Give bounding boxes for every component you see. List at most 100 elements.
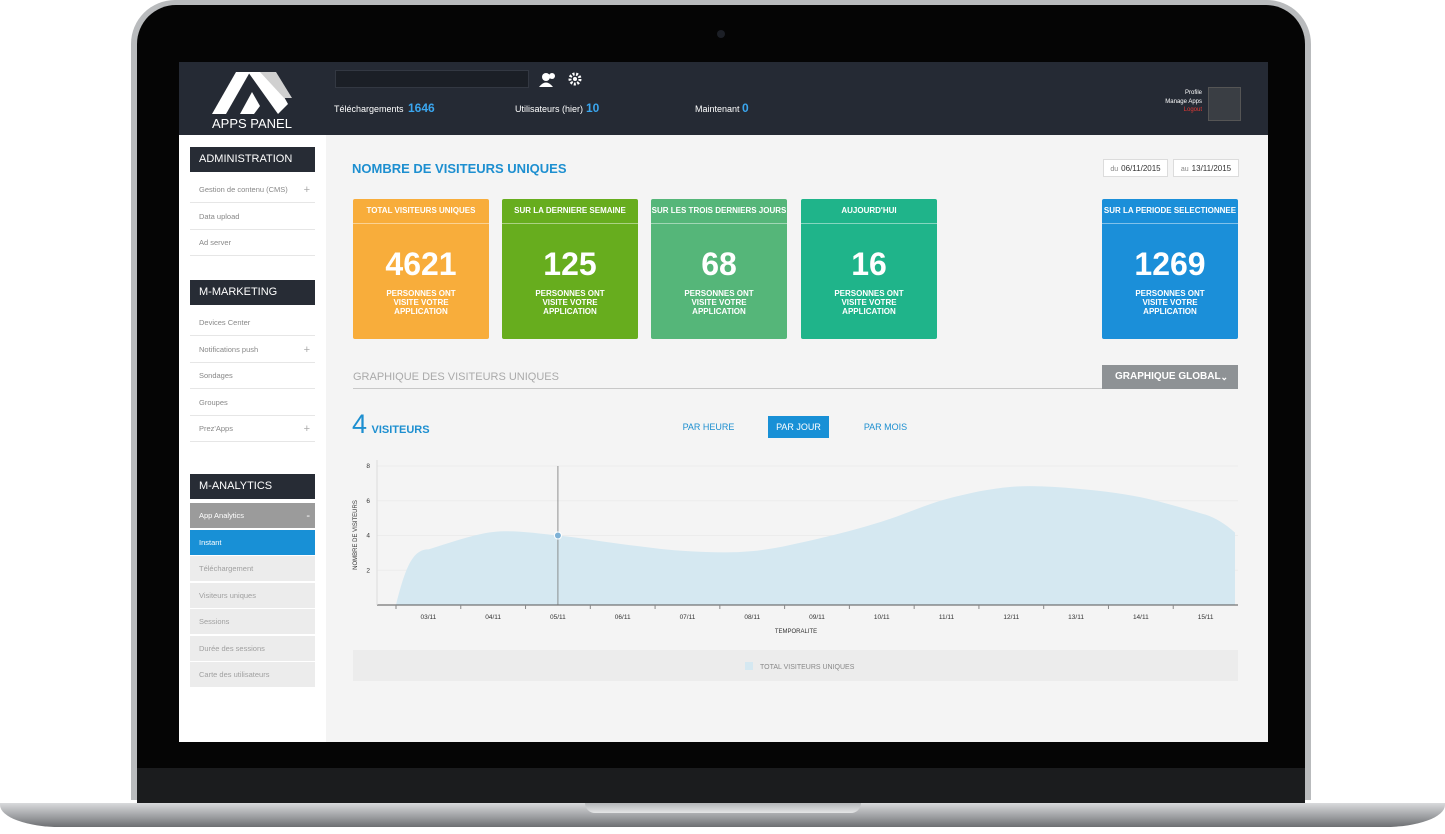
menu-item[interactable]: Visiteurs uniques (190, 582, 315, 609)
unit-label: VISITEURS (371, 424, 430, 436)
screen: APPS PANEL Téléchargements 1646 Utilisateu… (179, 62, 1268, 742)
menu-item[interactable]: Carte des utilisateurs (190, 662, 315, 688)
menu-item[interactable]: Groupes (190, 390, 315, 416)
menu-item[interactable]: Instant (190, 529, 315, 556)
menu-item[interactable]: Prez'Apps + (190, 416, 315, 442)
legend-swatch (745, 662, 753, 670)
menu-item-label: Gestion de contenu (CMS) (199, 185, 288, 194)
menu-item[interactable]: Sessions (190, 609, 315, 635)
stat-card: TOTAL VISITEURS UNIQUES 4621 PERSONNES ONT… (353, 199, 489, 339)
section-title: M-ANALYTICS (190, 474, 315, 499)
menu-item-label: Sessions (199, 617, 230, 626)
menu-item[interactable]: Sondages (190, 363, 315, 389)
card-value: 1269 (1134, 246, 1206, 282)
menu-item-label: Groupes (199, 397, 228, 407)
legend-label: TOTAL VISITEURS UNIQUES (760, 664, 855, 671)
stat-card: SUR LA DERNIERE SEMAINE 125 PERSONNES ONT … (502, 199, 638, 339)
menu-item-label: Téléchargement (199, 564, 254, 573)
menu-item-label: Notifications push (199, 344, 259, 354)
menu-item[interactable]: Devices Center (190, 310, 315, 336)
view-select[interactable]: GRAPHIQUE GLOBAL ⌄ (1102, 365, 1238, 389)
card-value: 68 (701, 246, 737, 282)
top-bar: APPS PANEL Téléchargements 1646 Utilisateu… (179, 62, 1268, 135)
card-caption: PERSONNES ONT VISITE VOTRE APPLICATION (684, 289, 754, 316)
x-tick-label: 15/11 (1198, 614, 1214, 621)
profile-link[interactable]: Manage Apps (1165, 98, 1202, 105)
menu-item[interactable]: Ad server (190, 230, 315, 256)
x-tick-label: 06/11 (615, 614, 631, 621)
date-from[interactable]: du 06/11/2015 (1103, 159, 1168, 177)
card-title: TOTAL VISITEURS UNIQUES (353, 199, 489, 224)
profile-link[interactable]: Logout (1183, 107, 1202, 113)
date: 13/11/2015 (1191, 164, 1232, 173)
header-icons (539, 72, 582, 87)
menu-item[interactable]: Durée des sessions (190, 635, 315, 662)
y-tick-label: 2 (366, 567, 370, 574)
card-caption: PERSONNES ONT VISITE VOTRE APPLICATION (1135, 289, 1205, 316)
menu-item-label: Devices Center (199, 318, 251, 327)
stat-label: Maintenant (695, 104, 740, 114)
date-to[interactable]: au 13/11/2015 (1173, 159, 1239, 177)
menu-item[interactable]: Téléchargement (190, 556, 315, 582)
stat-card: SUR LES TROIS DERNIERS JOURS 68 PERSONNES … (651, 199, 787, 339)
laptop-chin (137, 768, 1305, 804)
chart: 2 4 6 8 NOMBRE DE VISITEURS TEMPORALITE 03/11 0… (353, 460, 1238, 681)
date-prefix: au (1180, 166, 1189, 173)
x-tick-label: 10/11 (874, 614, 890, 621)
menu-item-label: Prez'Apps (199, 424, 233, 433)
section-title: ADMINISTRATION (190, 147, 315, 172)
stat-card: AUJOURD'HUI 16 PERSONNES ONT VISITE VOTRE … (801, 199, 937, 339)
card-value: 4621 (385, 246, 457, 282)
app-select[interactable] (335, 70, 529, 88)
tab[interactable]: PAR HEURE (682, 422, 735, 432)
expand-icon[interactable]: + (303, 184, 310, 196)
tab[interactable]: PAR MOIS (863, 422, 908, 432)
card-caption: PERSONNES ONT VISITE VOTRE APPLICATION (834, 289, 904, 316)
y-tick-label: 6 (366, 498, 370, 505)
logo-mark (212, 72, 292, 114)
menu-item-label: Ad server (199, 238, 232, 247)
x-tick-label: 14/11 (1133, 614, 1149, 621)
tab[interactable]: PAR JOUR (768, 416, 829, 438)
section-title: GRAPHIQUE DES VISITEURS UNIQUES (353, 371, 559, 383)
menu-item[interactable]: Gestion de contenu (CMS) + (190, 177, 315, 203)
x-tick-label: 08/11 (744, 614, 760, 621)
avatar[interactable] (1208, 87, 1241, 121)
menu-item[interactable]: Notifications push + (190, 337, 315, 363)
menu-item-label: Instant (199, 537, 222, 547)
stat-card: SUR LA PERIODE SELECTIONNEE 1269 PERSONNES… (1102, 199, 1238, 339)
stat-label: Téléchargements (334, 104, 404, 114)
expand-icon[interactable]: + (303, 423, 310, 435)
menu-item[interactable]: Data upload (190, 204, 315, 230)
card-title: SUR LES TROIS DERNIERS JOURS (651, 199, 787, 224)
x-tick-label: 13/11 (1068, 614, 1084, 621)
menu-item[interactable]: App Analytics - (190, 503, 315, 529)
stat-value: 0 (742, 101, 749, 115)
selected-count: 4 VISITEURS (352, 409, 430, 440)
card-title: SUR LA DERNIERE SEMAINE (502, 199, 638, 224)
section-title: M-MARKETING (190, 280, 315, 305)
stat-value: 1646 (408, 101, 435, 115)
profile-link[interactable]: Profile (1184, 90, 1202, 96)
area (396, 486, 1235, 605)
logo-text: APPS PANEL (212, 116, 292, 131)
divider (353, 388, 1238, 389)
x-tick-label: 04/11 (485, 614, 501, 621)
x-tick-label: 09/11 (809, 614, 825, 621)
menu-item-label: App Analytics (199, 511, 245, 520)
x-tick-label: 03/11 (420, 614, 436, 621)
sidebar: ADMINISTRATION Gestion de contenu (CMS) + D… (179, 135, 326, 742)
x-axis-title: TEMPORALITE (775, 629, 817, 635)
x-tick-label: 12/11 (1003, 614, 1019, 621)
collapse-icon[interactable]: - (306, 510, 310, 522)
expand-icon[interactable]: + (303, 343, 310, 356)
selected-point (553, 531, 562, 540)
date-prefix: du (1110, 166, 1119, 173)
x-tick-label: 07/11 (680, 614, 696, 621)
card-value: 16 (851, 246, 887, 282)
laptop-notch (585, 803, 861, 813)
menu-item-label: Sondages (199, 371, 233, 380)
camera (717, 30, 725, 38)
menu-item-label: Durée des sessions (199, 643, 265, 653)
